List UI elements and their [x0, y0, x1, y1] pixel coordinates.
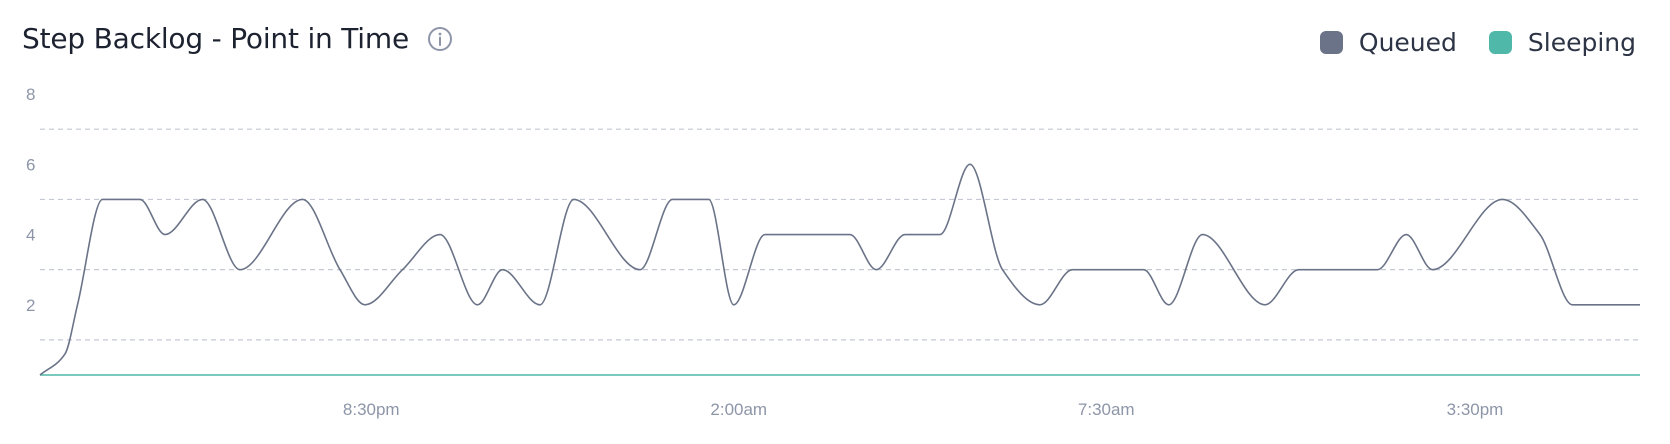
- chart-series: [39, 163, 1640, 376]
- y-tick-label: 6: [26, 155, 35, 174]
- chart-legend: Queued Sleeping: [1288, 28, 1636, 57]
- y-tick-label: 2: [26, 296, 35, 315]
- legend-item-queued[interactable]: Queued: [1319, 28, 1457, 57]
- chart-title: Step Backlog - Point in Time: [22, 22, 409, 55]
- x-tick-label: 8:30pm: [343, 400, 400, 419]
- legend-item-sleeping[interactable]: Sleeping: [1488, 28, 1636, 57]
- x-tick-label: 3:30pm: [1447, 400, 1504, 419]
- legend-label-queued: Queued: [1358, 28, 1457, 57]
- y-tick-label: 8: [26, 85, 35, 104]
- legend-swatch-sleeping: [1488, 31, 1512, 54]
- x-tick-label: 7:30am: [1078, 400, 1135, 419]
- x-tick-label: 2:00am: [710, 400, 767, 419]
- y-tick-label: 4: [26, 226, 35, 245]
- axis-tick-labels: 2 4 6 8 8:30pm 2:00am 7:30am 3:30pm: [26, 85, 1503, 419]
- legend-swatch-queued: [1319, 31, 1343, 54]
- legend-label-sleeping: Sleeping: [1527, 28, 1636, 57]
- chart-header: Step Backlog - Point in Time: [22, 22, 453, 55]
- info-icon[interactable]: [427, 26, 453, 52]
- series-line-queued[interactable]: [39, 163, 1640, 376]
